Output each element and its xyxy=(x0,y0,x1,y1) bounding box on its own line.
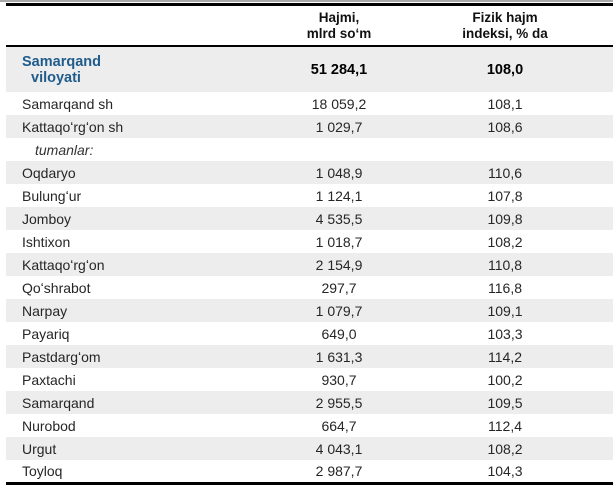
table-row-section: tumanlar: xyxy=(6,138,613,161)
row-value: 1 048,9 xyxy=(315,164,363,181)
row-label: Samarqand sh xyxy=(22,95,114,112)
header-index-line1: Fizik hajm xyxy=(472,10,538,25)
region-total-label-line2: viloyati xyxy=(31,69,81,86)
row-label: Urgut xyxy=(22,440,57,457)
row-label: Kattaqoʻrgʻon xyxy=(22,256,105,273)
row-label: Nurobod xyxy=(22,417,76,434)
row-index: 103,3 xyxy=(487,325,523,342)
table-row: Ishtixon 1 018,7 108,2 xyxy=(6,230,613,253)
row-label: Oqdaryo xyxy=(22,164,76,181)
row-value: 2 955,5 xyxy=(315,394,363,411)
row-index: 104,3 xyxy=(487,462,523,479)
row-value: 930,7 xyxy=(321,371,357,388)
header-volume-column: Hajmi, mlrd soʻm xyxy=(255,4,423,47)
table-row: Bulungʻur 1 124,1 107,8 xyxy=(6,184,613,207)
row-label: Kattaqoʻrgʻon sh xyxy=(22,118,124,135)
row-label: Narpay xyxy=(22,302,68,319)
row-index: 108,2 xyxy=(487,233,523,250)
table-row: Narpay 1 079,7 109,1 xyxy=(6,299,613,322)
row-label: Paxtachi xyxy=(22,371,76,388)
row-label: Qoʻshrabot xyxy=(22,279,91,296)
row-index: 110,6 xyxy=(488,164,522,181)
row-label: Pastdargʻom xyxy=(22,348,101,365)
table-row-total: Samarqand viloyati 51 284,1 108,0 xyxy=(6,46,613,92)
row-index: 109,8 xyxy=(487,210,523,227)
row-index: 109,5 xyxy=(487,394,523,411)
row-value: 1 029,7 xyxy=(315,118,363,135)
table-row: Toyloq 2 987,7 104,3 xyxy=(6,460,613,483)
row-label: Bulungʻur xyxy=(22,187,82,204)
row-label: Samarqand xyxy=(22,394,95,411)
header-empty-cell xyxy=(6,4,255,47)
row-index: 109,1 xyxy=(487,302,523,319)
row-label: Jomboy xyxy=(22,210,72,227)
row-index: 112,4 xyxy=(488,417,522,434)
row-value: 649,0 xyxy=(321,325,357,342)
table-row: Paxtachi 930,7 100,2 xyxy=(6,368,613,391)
table-row: Samarqand 2 955,5 109,5 xyxy=(6,391,613,414)
row-index: 108,2 xyxy=(487,440,523,457)
row-value: 1 018,7 xyxy=(315,233,363,250)
table-row: Nurobod 664,7 112,4 xyxy=(6,414,613,437)
region-total-index: 108,0 xyxy=(486,61,524,78)
row-label: Ishtixon xyxy=(22,233,71,250)
row-index: 114,2 xyxy=(488,348,522,365)
header-index-line2: indeksi, % da xyxy=(462,26,548,41)
table-row: Kattaqoʻrgʻon 2 154,9 110,8 xyxy=(6,253,613,276)
row-label: Toyloq xyxy=(22,462,63,479)
window-edge-strip xyxy=(0,0,613,2)
table-row: Payariq 649,0 103,3 xyxy=(6,322,613,345)
row-value xyxy=(255,138,423,161)
row-value: 2 987,7 xyxy=(315,462,363,479)
table-row: Pastdargʻom 1 631,3 114,2 xyxy=(6,345,613,368)
row-value: 1 079,7 xyxy=(315,302,363,319)
row-index: 108,1 xyxy=(487,95,523,112)
header-volume-line1: Hajmi, xyxy=(318,10,360,25)
region-total-label: Samarqand viloyati xyxy=(6,46,255,92)
table-row: Kattaqoʻrgʻon sh 1 029,7 108,6 xyxy=(6,115,613,138)
row-value: 297,7 xyxy=(321,279,357,296)
row-value: 1 631,3 xyxy=(315,348,363,365)
header-index-column: Fizik hajm indeksi, % da xyxy=(423,4,613,47)
row-index: 100,2 xyxy=(487,371,523,388)
row-value: 1 124,1 xyxy=(315,187,363,204)
row-value: 4 043,1 xyxy=(315,440,363,457)
table-row: Qoʻshrabot 297,7 116,8 xyxy=(6,276,613,299)
row-value: 664,7 xyxy=(321,417,357,434)
region-total-label-line1: Samarqand xyxy=(22,53,101,70)
table-row: Jomboy 4 535,5 109,8 xyxy=(6,207,613,230)
row-index: 107,8 xyxy=(487,187,523,204)
row-value: 2 154,9 xyxy=(315,256,363,273)
header-row: Hajmi, mlrd soʻm Fizik hajm indeksi, % d… xyxy=(6,4,613,47)
row-index: 110,8 xyxy=(488,256,522,273)
regional-statistics-table: Hajmi, mlrd soʻm Fizik hajm indeksi, % d… xyxy=(6,3,613,485)
row-index: 116,8 xyxy=(488,279,522,296)
table-row: Samarqand sh 18 059,2 108,1 xyxy=(6,92,613,115)
header-volume-line2: mlrd soʻm xyxy=(306,26,372,41)
table-row: Urgut 4 043,1 108,2 xyxy=(6,437,613,460)
row-value: 18 059,2 xyxy=(311,95,367,112)
row-label: Payariq xyxy=(22,325,70,342)
row-index: 108,6 xyxy=(487,118,523,135)
row-value: 4 535,5 xyxy=(315,210,363,227)
region-total-value: 51 284,1 xyxy=(310,61,368,78)
section-label: tumanlar: xyxy=(35,141,94,158)
table-row: Oqdaryo 1 048,9 110,6 xyxy=(6,161,613,184)
row-index xyxy=(423,138,613,161)
